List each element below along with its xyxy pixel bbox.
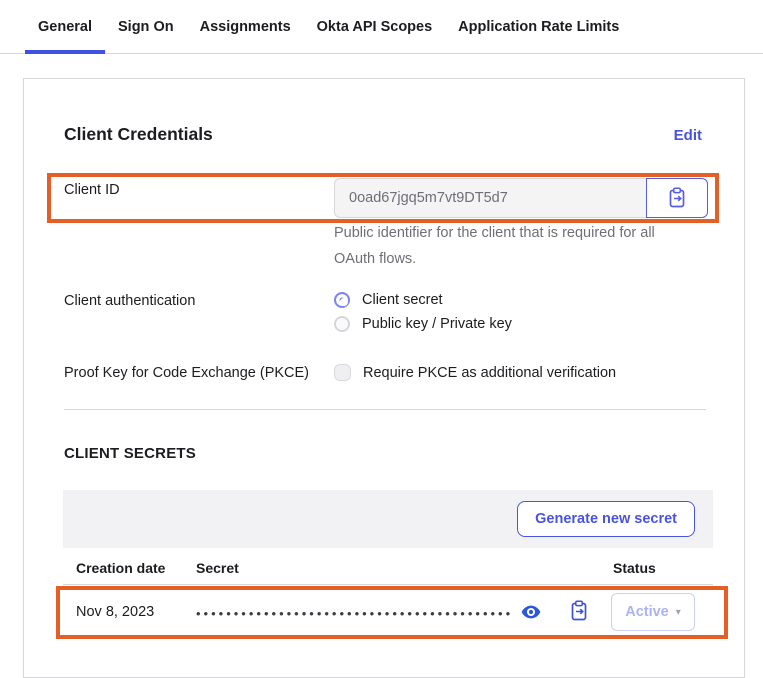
radio-option-label[interactable]: Public key / Private key — [362, 316, 512, 332]
column-header-status: Status — [613, 560, 656, 576]
pkce-label: Proof Key for Code Exchange (PKCE) — [64, 365, 310, 381]
client-authentication-label: Client authentication — [64, 293, 196, 309]
status-dropdown[interactable]: Active ▾ — [611, 593, 695, 631]
table-header-rule — [63, 584, 713, 585]
app-tabbar: General Sign On Assignments Okta API Sco… — [0, 0, 763, 54]
radio-selected-icon[interactable] — [334, 292, 350, 308]
client-id-help-text: Public identifier for the client that is… — [334, 225, 655, 267]
section-divider — [64, 409, 706, 410]
column-header-creation-date: Creation date — [76, 560, 166, 576]
status-dropdown-label: Active — [625, 604, 669, 620]
checkbox-unchecked-icon[interactable] — [334, 364, 351, 381]
copy-client-id-button[interactable] — [646, 178, 708, 218]
tab-application-rate-limits[interactable]: Application Rate Limits — [458, 19, 620, 35]
secret-creation-date: Nov 8, 2023 — [76, 604, 155, 620]
tab-sign-on[interactable]: Sign On — [118, 19, 174, 35]
eye-icon — [520, 602, 542, 622]
client-secrets-title: CLIENT SECRETS — [64, 445, 196, 462]
client-credentials-card: Client Credentials Edit Client ID Public… — [23, 78, 745, 678]
clipboard-copy-icon — [667, 187, 687, 209]
radio-option-public-private-key[interactable]: Public key / Private key — [334, 316, 512, 332]
tab-general[interactable]: General — [25, 19, 105, 54]
client-id-label: Client ID — [64, 182, 120, 198]
secret-masked-value: ••••••••••••••••••••••••••••••••••••••••… — [196, 606, 514, 621]
edit-link[interactable]: Edit — [673, 127, 702, 144]
tab-okta-api-scopes[interactable]: Okta API Scopes — [316, 19, 433, 35]
radio-unselected-icon[interactable] — [334, 316, 350, 332]
generate-new-secret-button[interactable]: Generate new secret — [517, 501, 695, 537]
section-title: Client Credentials — [64, 124, 213, 144]
column-header-secret: Secret — [196, 560, 239, 576]
copy-secret-button[interactable] — [569, 600, 589, 622]
client-id-input[interactable] — [334, 178, 646, 218]
radio-option-client-secret[interactable]: Client secret — [334, 292, 512, 308]
chevron-down-icon: ▾ — [675, 606, 681, 618]
radio-option-label[interactable]: Client secret — [362, 292, 443, 308]
pkce-checkbox-row[interactable]: Require PKCE as additional verification — [334, 364, 616, 381]
client-secrets-toolbar: Generate new secret — [63, 490, 713, 548]
clipboard-copy-icon — [569, 600, 589, 622]
pkce-checkbox-label[interactable]: Require PKCE as additional verification — [363, 364, 617, 381]
client-id-field-group — [334, 178, 708, 218]
reveal-secret-button[interactable] — [520, 602, 542, 622]
tab-assignments[interactable]: Assignments — [199, 19, 291, 35]
